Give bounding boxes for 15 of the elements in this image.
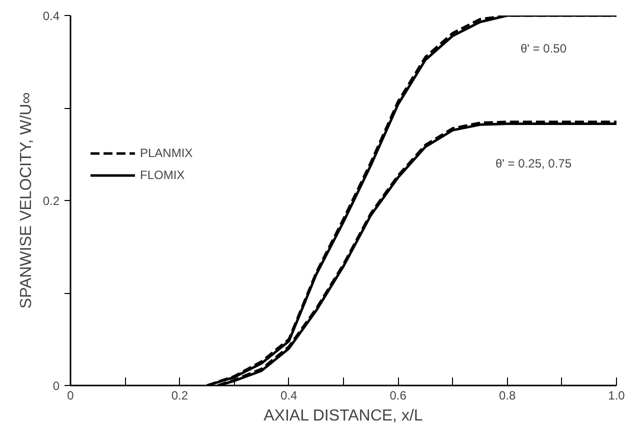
x-tick-label: 0.2 [171,388,188,402]
y-tick-label: 0 [52,379,60,393]
x-tick-label: 0 [67,388,74,402]
x-tick-label: 1.0 [608,388,626,402]
legend-label: PLANMIX [140,146,193,160]
y-axis-title: SPANWISE VELOCITY, W/U∞ [18,92,35,309]
y-tick-label: 0.2 [42,194,60,208]
x-tick-label: 0.8 [498,388,516,402]
x-axis-title: AXIAL DISTANCE, x/L [264,408,423,424]
annotation: θ' = 0.50 [520,42,567,56]
x-tick-label: 0.6 [390,388,407,402]
legend-label: FLOMIX [140,168,185,182]
x-tick-label: 0.4 [280,388,298,402]
annotation: θ' = 0.25, 0.75 [496,156,572,170]
y-tick-label: 0.4 [42,9,60,23]
